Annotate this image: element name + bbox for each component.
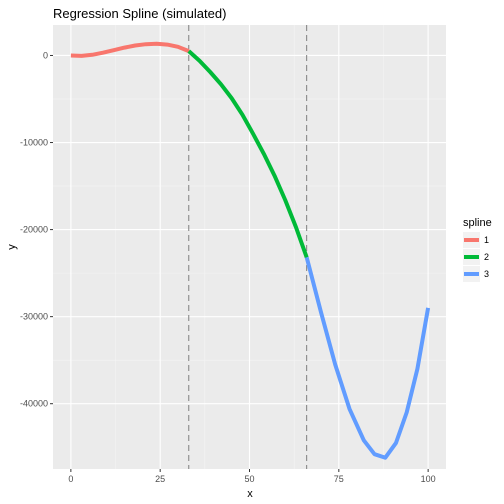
legend: spline 1 2 3 bbox=[463, 217, 492, 282]
chart-title: Regression Spline (simulated) bbox=[53, 6, 226, 21]
x-tick-label: 0 bbox=[68, 474, 73, 484]
legend-title: spline bbox=[463, 217, 492, 229]
y-tick-label: -30000 bbox=[20, 312, 48, 322]
x-tick-label: 100 bbox=[421, 474, 436, 484]
x-tick-label: 25 bbox=[155, 474, 165, 484]
y-axis-ticks: 0 -10000 -20000 -30000 -40000 bbox=[20, 50, 53, 409]
y-tick-label: 0 bbox=[43, 50, 48, 60]
y-tick-label: -20000 bbox=[20, 225, 48, 235]
series-line-1 bbox=[70, 41, 190, 58]
x-tick-label: 50 bbox=[244, 474, 254, 484]
series-line-2 bbox=[187, 49, 309, 259]
y-axis-title: y bbox=[6, 244, 18, 250]
legend-label-2: 2 bbox=[484, 252, 489, 262]
legend-items: 1 2 3 bbox=[463, 232, 489, 282]
y-tick-label: -40000 bbox=[20, 399, 48, 409]
grid bbox=[53, 25, 446, 469]
x-tick-label: 75 bbox=[334, 474, 344, 484]
legend-label-3: 3 bbox=[484, 269, 489, 279]
knot-lines bbox=[188, 25, 308, 469]
x-axis-ticks: 0 25 50 75 100 bbox=[68, 469, 436, 484]
series bbox=[70, 41, 431, 460]
legend-label-1: 1 bbox=[484, 235, 489, 245]
series-line-3 bbox=[304, 256, 431, 460]
x-axis-title: x bbox=[247, 488, 253, 500]
y-tick-label: -10000 bbox=[20, 138, 48, 148]
